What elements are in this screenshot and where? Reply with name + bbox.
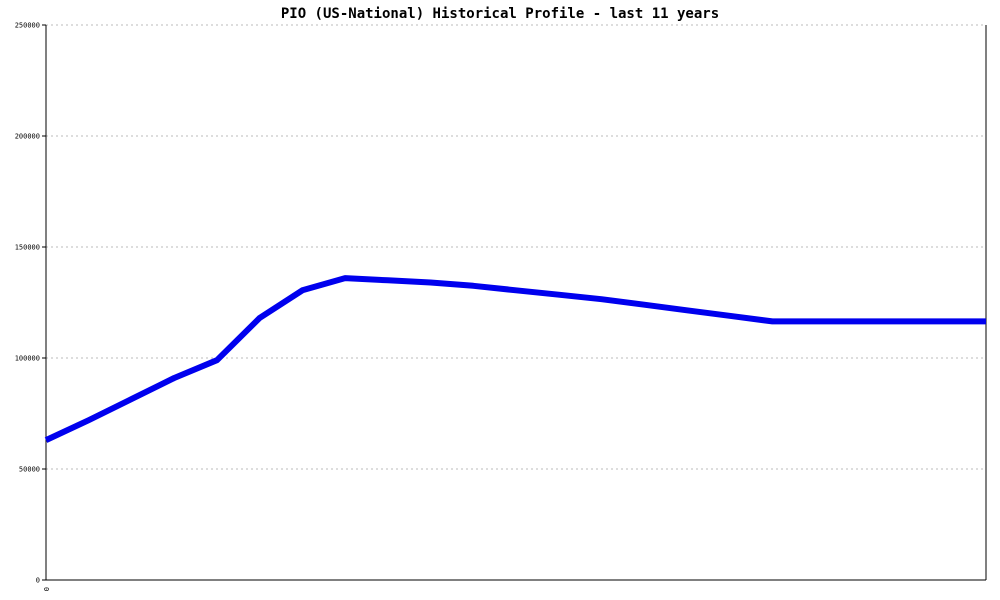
grid-lines bbox=[46, 24, 986, 470]
y-tick-label-0: 0 bbox=[36, 577, 40, 585]
series-lines bbox=[44, 275, 987, 443]
chart-title: PIO (US-National) Historical Profile - l… bbox=[281, 6, 719, 22]
x-tick-label-0: 0 bbox=[42, 587, 50, 591]
tick-labels: 0 50000 100000 150000 200000 250000 0 bbox=[15, 22, 50, 592]
axes bbox=[42, 24, 987, 581]
y-tick-label-50000: 50000 bbox=[19, 466, 40, 474]
y-tick-label-100000: 100000 bbox=[15, 355, 40, 363]
y-tick-label-250000: 250000 bbox=[15, 22, 40, 30]
series-line-0 bbox=[44, 275, 986, 443]
y-tick-label-200000: 200000 bbox=[15, 133, 40, 141]
y-tick-label-150000: 150000 bbox=[15, 244, 40, 252]
